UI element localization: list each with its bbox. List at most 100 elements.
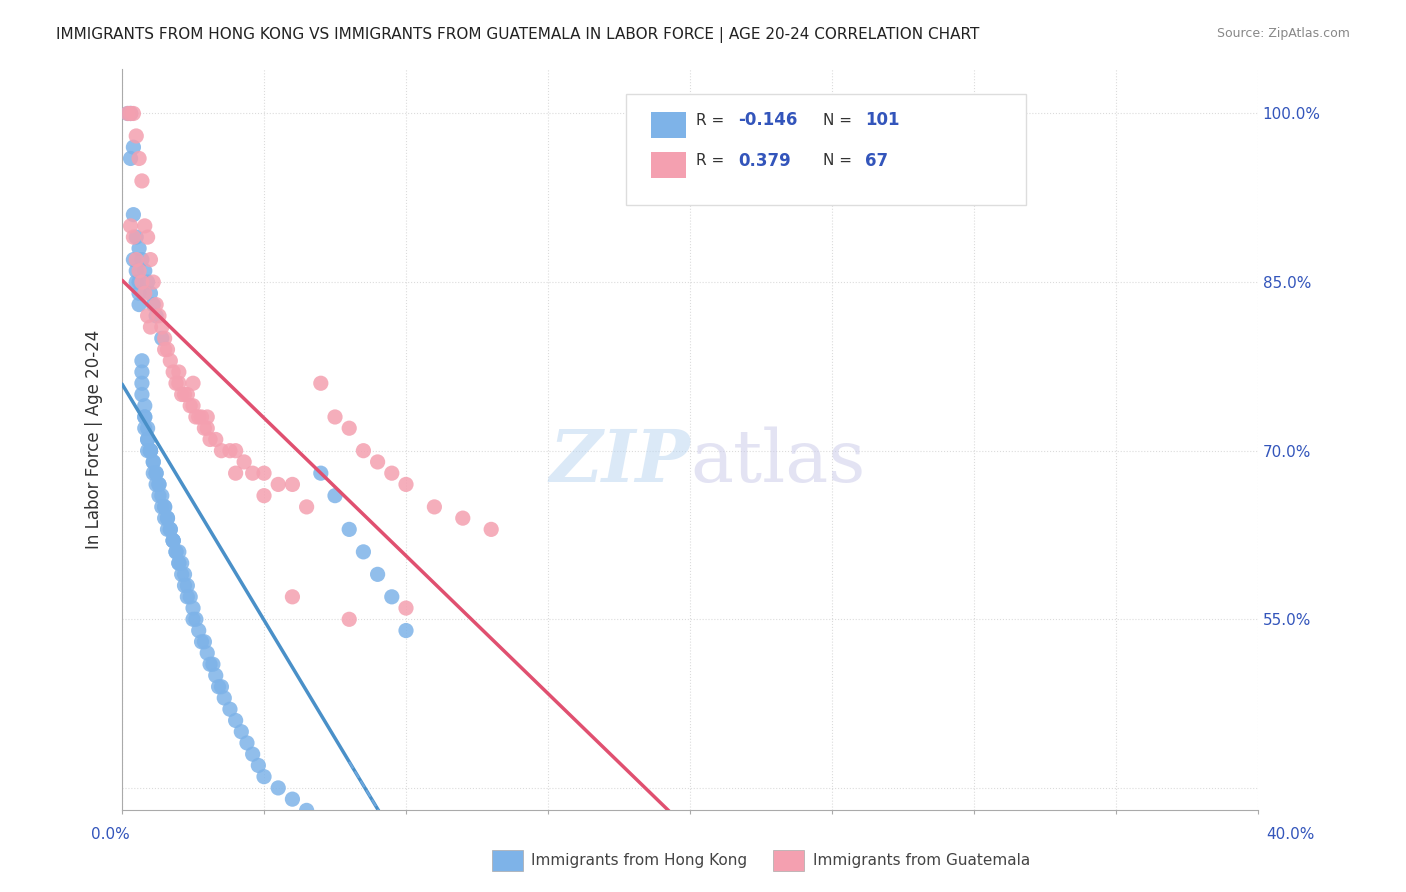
Point	[173, 387, 195, 401]
Point	[139, 443, 162, 458]
Point	[181, 612, 204, 626]
Point	[219, 702, 242, 716]
Text: N =: N =	[823, 113, 852, 128]
Point	[150, 489, 173, 503]
Point	[117, 106, 139, 120]
Point	[142, 275, 165, 289]
Point	[167, 545, 190, 559]
Point	[295, 500, 318, 514]
Point	[352, 443, 374, 458]
Point	[170, 567, 193, 582]
Text: N =: N =	[823, 153, 852, 168]
Point	[173, 567, 195, 582]
Point	[145, 297, 167, 311]
Point	[153, 500, 176, 514]
Point	[181, 376, 204, 391]
Point	[207, 680, 229, 694]
Point	[150, 331, 173, 345]
Point	[139, 320, 162, 334]
Point	[395, 624, 418, 638]
Point	[128, 275, 150, 289]
Point	[242, 466, 264, 480]
Point	[267, 780, 290, 795]
Point	[337, 612, 360, 626]
Point	[225, 466, 247, 480]
Text: Source: ZipAtlas.com: Source: ZipAtlas.com	[1216, 27, 1350, 40]
Point	[295, 804, 318, 818]
Text: 40.0%: 40.0%	[1267, 827, 1315, 841]
Point	[214, 690, 236, 705]
Point	[423, 500, 446, 514]
Point	[253, 489, 276, 503]
Point	[193, 634, 215, 648]
Point	[142, 466, 165, 480]
Point	[201, 657, 224, 672]
Point	[236, 736, 259, 750]
Point	[309, 466, 332, 480]
Text: Immigrants from Guatemala: Immigrants from Guatemala	[813, 854, 1031, 868]
Point	[125, 128, 148, 143]
Point	[253, 770, 276, 784]
Point	[134, 409, 156, 424]
Point	[145, 466, 167, 480]
Point	[395, 601, 418, 615]
Point	[198, 657, 221, 672]
Point	[134, 264, 156, 278]
Text: Immigrants from Hong Kong: Immigrants from Hong Kong	[531, 854, 748, 868]
Point	[142, 455, 165, 469]
Point	[159, 522, 181, 536]
Point	[122, 140, 145, 154]
Point	[125, 252, 148, 267]
Point	[148, 477, 170, 491]
Point	[204, 668, 226, 682]
Point	[131, 174, 153, 188]
Point	[139, 443, 162, 458]
Point	[131, 252, 153, 267]
Point	[148, 477, 170, 491]
Text: 0.379: 0.379	[738, 152, 792, 169]
Point	[142, 297, 165, 311]
Point	[179, 590, 201, 604]
Point	[162, 533, 184, 548]
Point	[162, 533, 184, 548]
Point	[173, 578, 195, 592]
Text: 0.0%: 0.0%	[91, 827, 131, 841]
Point	[128, 264, 150, 278]
Point	[153, 331, 176, 345]
Point	[136, 230, 159, 244]
Point	[198, 433, 221, 447]
Text: -0.146: -0.146	[738, 112, 797, 129]
Point	[150, 500, 173, 514]
Point	[136, 433, 159, 447]
Point	[337, 522, 360, 536]
Point	[148, 309, 170, 323]
Point	[136, 433, 159, 447]
Point	[120, 152, 142, 166]
Point	[131, 353, 153, 368]
Point	[128, 297, 150, 311]
Point	[187, 409, 209, 424]
Point	[253, 466, 276, 480]
Point	[134, 399, 156, 413]
Point	[131, 387, 153, 401]
Point	[381, 590, 404, 604]
Point	[122, 230, 145, 244]
Point	[131, 376, 153, 391]
Point	[167, 376, 190, 391]
Point	[139, 286, 162, 301]
Point	[162, 533, 184, 548]
Point	[145, 309, 167, 323]
Point	[209, 680, 232, 694]
Point	[136, 309, 159, 323]
Point	[176, 590, 198, 604]
Point	[195, 646, 218, 660]
Text: ZIP: ZIP	[550, 426, 690, 497]
Point	[181, 601, 204, 615]
Point	[209, 443, 232, 458]
Point	[323, 489, 346, 503]
Point	[267, 477, 290, 491]
Point	[165, 376, 187, 391]
Point	[176, 578, 198, 592]
Point	[120, 219, 142, 233]
Point	[181, 399, 204, 413]
